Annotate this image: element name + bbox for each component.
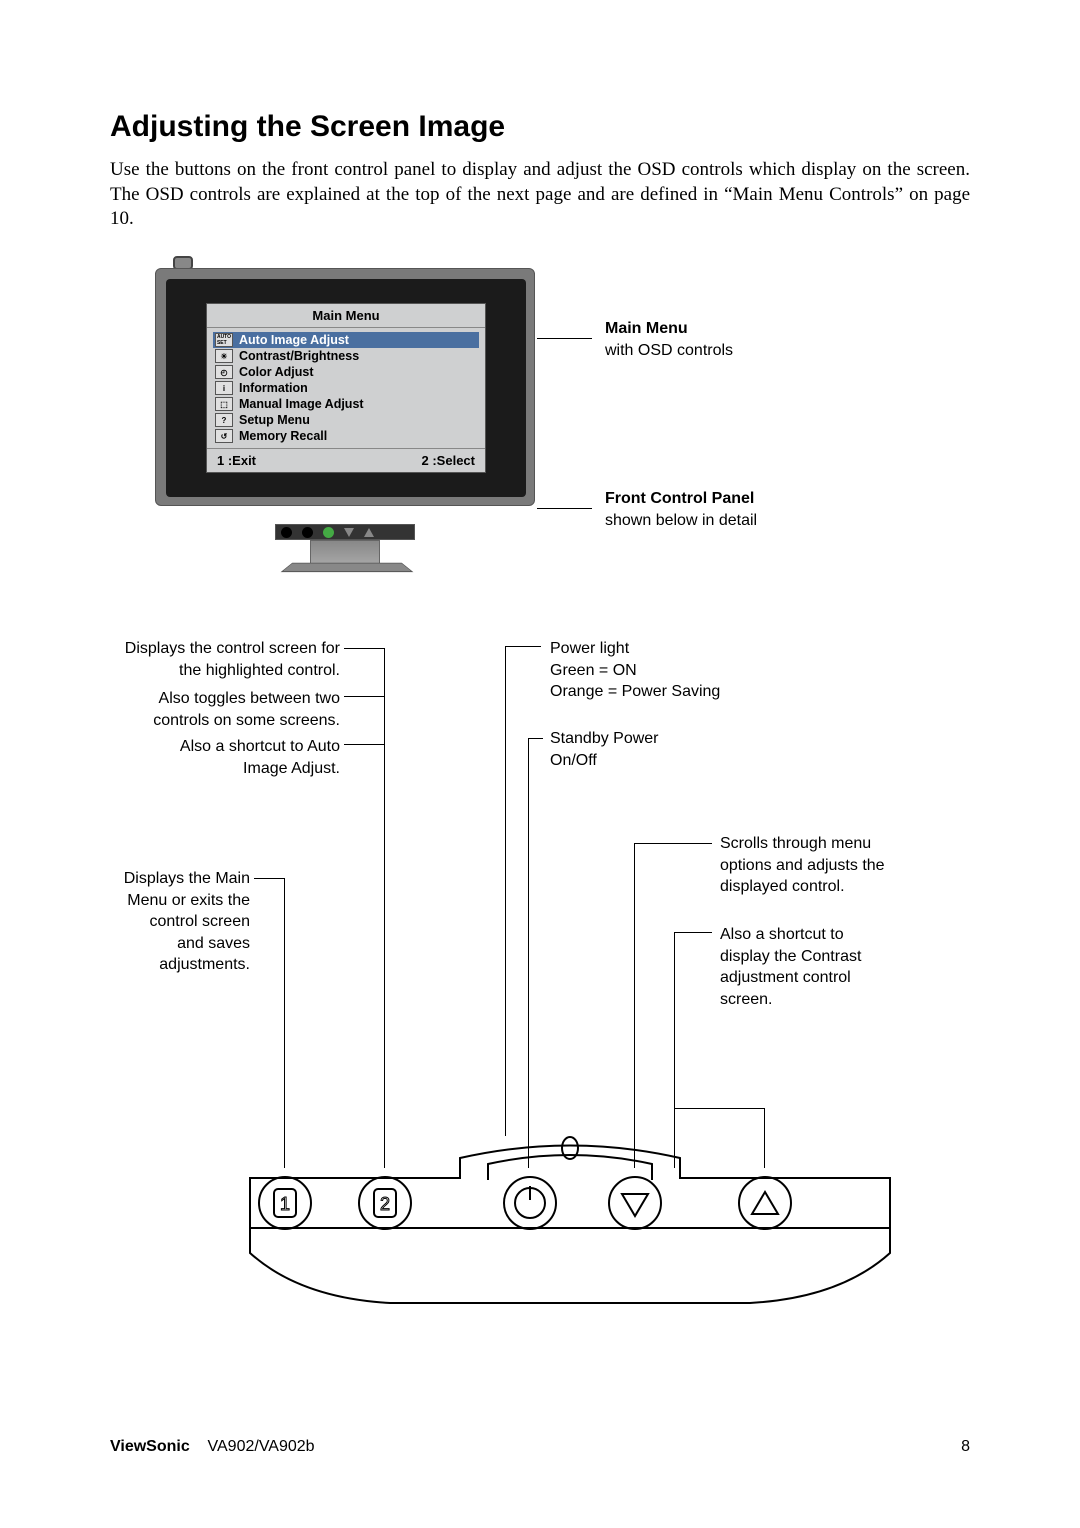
color-icon: ◴	[215, 365, 233, 379]
osd-item-memory: ↺ Memory Recall	[213, 428, 479, 444]
osd-item-label: Contrast/Brightness	[239, 349, 359, 363]
osd-item-contrast: ☀ Contrast/Brightness	[213, 348, 479, 364]
osd-item-auto-image: AUTOSET Auto Image Adjust	[213, 332, 479, 348]
leader-line	[344, 696, 384, 697]
footer-page: 8	[961, 1438, 970, 1456]
osd-item-manual: ⬚ Manual Image Adjust	[213, 396, 479, 412]
main-menu-callout: Main Menu with OSD controls	[605, 318, 733, 361]
leader-line	[634, 843, 635, 1168]
ann-left-1: Displays the control screen for the high…	[100, 638, 340, 681]
ann-text: Also a shortcut to Auto Image Adjust.	[152, 736, 340, 779]
ann-left-bottom: Displays the Main Menu or exits the cont…	[120, 868, 250, 976]
footer-model: VA902/VA902b	[208, 1438, 315, 1455]
leader-line	[674, 932, 712, 933]
leader-line	[384, 648, 385, 1168]
auto-set-icon: AUTOSET	[215, 333, 233, 347]
page-title: Adjusting the Screen Image	[110, 110, 970, 144]
ann-text: Standby Power	[550, 728, 659, 750]
osd-select-label: 2 :Select	[422, 453, 475, 468]
monitor-bezel: Main Menu AUTOSET Auto Image Adjust ☀ Co…	[155, 268, 535, 506]
front-panel-callout-title: Front Control Panel	[605, 488, 757, 510]
monitor-screen: Main Menu AUTOSET Auto Image Adjust ☀ Co…	[166, 279, 526, 497]
osd-footer: 1 :Exit 2 :Select	[207, 448, 485, 472]
front-panel-callout-sub: shown below in detail	[605, 510, 757, 532]
button-1: 1	[259, 1177, 311, 1229]
leader-line	[344, 744, 384, 745]
setup-icon: ?	[215, 413, 233, 427]
osd-exit-label: 1 :Exit	[217, 453, 256, 468]
osd-item-label: Memory Recall	[239, 429, 327, 443]
info-icon: i	[215, 381, 233, 395]
leader-line	[254, 878, 284, 879]
leader-line	[674, 1108, 764, 1109]
leader-line	[505, 646, 541, 647]
memory-icon: ↺	[215, 429, 233, 443]
ann-text: Green = ON	[550, 660, 720, 682]
osd-item-setup: ? Setup Menu	[213, 412, 479, 428]
ann-text: Scrolls through menu options and adjusts…	[720, 833, 890, 898]
front-panel-callout: Front Control Panel shown below in detai…	[605, 488, 757, 531]
button-down	[609, 1177, 661, 1229]
leader-line	[674, 932, 675, 1168]
ann-text: On/Off	[550, 750, 659, 772]
ann-left-2: Also toggles between two controls on som…	[114, 688, 340, 731]
ann-text: Power light	[550, 638, 720, 660]
osd-item-label: Auto Image Adjust	[239, 333, 349, 347]
footer-brand: ViewSonic	[110, 1438, 190, 1455]
button-power	[504, 1177, 556, 1229]
osd-item-label: Information	[239, 381, 308, 395]
ann-left-3: Also a shortcut to Auto Image Adjust.	[152, 736, 340, 779]
front-panel-svg: 1 2	[250, 1138, 890, 1308]
ann-right-standby: Standby Power On/Off	[550, 728, 659, 771]
leader-line	[528, 738, 543, 739]
leader-line	[284, 878, 285, 1168]
osd-item-color: ◴ Color Adjust	[213, 364, 479, 380]
main-menu-callout-title: Main Menu	[605, 318, 733, 340]
svg-text:1: 1	[280, 1194, 290, 1214]
intro-text: Use the buttons on the front control pan…	[110, 158, 970, 232]
leader-line	[537, 508, 592, 509]
osd-item-label: Setup Menu	[239, 413, 310, 427]
monitor-button-strip	[275, 524, 415, 540]
ann-right-power: Power light Green = ON Orange = Power Sa…	[550, 638, 720, 703]
leader-line	[528, 738, 529, 1168]
button-2: 2	[359, 1177, 411, 1229]
svg-text:2: 2	[380, 1194, 390, 1214]
leader-line	[505, 646, 506, 1136]
osd-item-info: i Information	[213, 380, 479, 396]
osd-item-label: Manual Image Adjust	[239, 397, 364, 411]
brightness-icon: ☀	[215, 349, 233, 363]
manual-icon: ⬚	[215, 397, 233, 411]
front-panel-diagram: Displays the control screen for the high…	[110, 588, 970, 1308]
ann-right-scroll: Scrolls through menu options and adjusts…	[720, 833, 890, 898]
ann-text: Also toggles between two controls on som…	[114, 688, 340, 731]
button-up	[739, 1177, 791, 1229]
osd-item-label: Color Adjust	[239, 365, 314, 379]
monitor: Main Menu AUTOSET Auto Image Adjust ☀ Co…	[155, 268, 535, 538]
osd-items: AUTOSET Auto Image Adjust ☀ Contrast/Bri…	[207, 328, 485, 448]
monitor-figure: Main Menu AUTOSET Auto Image Adjust ☀ Co…	[110, 268, 970, 578]
osd-title: Main Menu	[207, 304, 485, 328]
osd-menu: Main Menu AUTOSET Auto Image Adjust ☀ Co…	[206, 303, 486, 473]
ann-text: Displays the Main Menu or exits the cont…	[120, 868, 250, 976]
page-footer: ViewSonic VA902/VA902b 8	[110, 1438, 970, 1456]
ann-text: Orange = Power Saving	[550, 681, 720, 703]
main-menu-callout-sub: with OSD controls	[605, 340, 733, 362]
leader-line	[537, 338, 592, 339]
leader-line	[634, 843, 712, 844]
ann-text: Also a shortcut to display the Contrast …	[720, 924, 890, 1010]
ann-text: Displays the control screen for the high…	[100, 638, 340, 681]
leader-line	[344, 648, 384, 649]
monitor-logo: ViewSonic	[295, 512, 395, 524]
ann-right-contrast: Also a shortcut to display the Contrast …	[720, 924, 890, 1010]
monitor-stand	[310, 540, 380, 568]
